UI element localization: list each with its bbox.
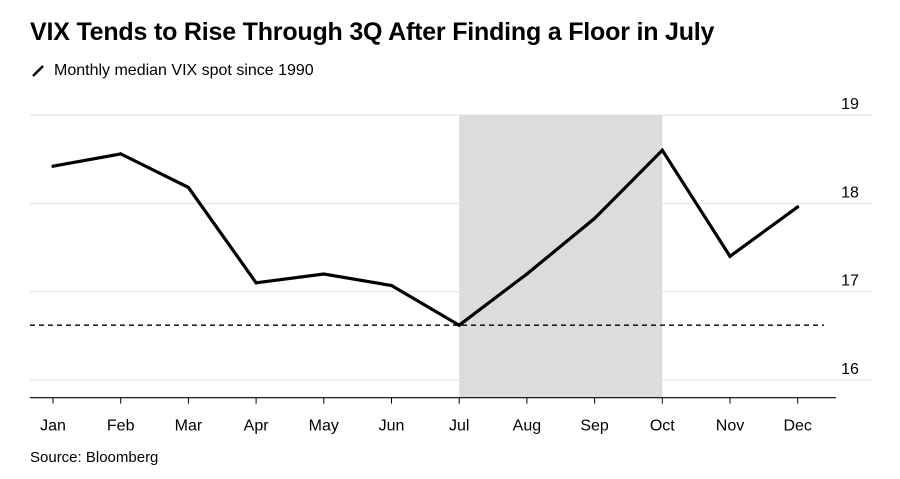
x-tick-label-jan: Jan xyxy=(40,418,66,435)
series-line-0 xyxy=(52,147,799,328)
x-tick-label-oct: Oct xyxy=(650,418,675,435)
data-point-aug xyxy=(525,272,529,276)
y-tick-label-19: 19 xyxy=(841,96,859,113)
x-tick-label-aug: Aug xyxy=(513,418,541,435)
chart-subtitle: Monthly median VIX spot since 1990 xyxy=(30,62,314,80)
gridlines xyxy=(30,114,872,381)
x-tick-label-jun: Jun xyxy=(379,418,405,435)
x-axis-ticks: Jan Feb Mar Apr May Jun Jul Aug Sep Oct Nov Dec xyxy=(40,397,812,435)
x-tick-label-nov: Nov xyxy=(716,418,744,435)
data-point-nov xyxy=(728,254,732,258)
chart-title: VIX Tends to Rise Through 3Q After Findi… xyxy=(30,18,715,46)
data-point-jul xyxy=(457,323,461,327)
source-note: Source: Bloomberg xyxy=(30,449,159,466)
data-point-jan xyxy=(51,164,55,168)
data-point-oct xyxy=(660,148,664,152)
highlight-band xyxy=(459,115,663,398)
highlight-band-layer xyxy=(459,115,663,398)
legend-label: Monthly median VIX spot since 1990 xyxy=(54,62,314,79)
x-tick-label-mar: Mar xyxy=(175,418,203,435)
y-axis-ticks: 16 17 18 19 xyxy=(841,96,859,378)
legend-line-icon xyxy=(32,65,44,77)
data-point-sep xyxy=(593,216,597,220)
data-point-apr xyxy=(254,281,258,285)
data-point-dec xyxy=(796,205,800,209)
data-point-mar xyxy=(186,185,190,190)
x-tick-label-dec: Dec xyxy=(783,418,811,435)
y-tick-label-16: 16 xyxy=(841,361,859,378)
data-point-jun xyxy=(389,283,394,288)
data-point-may xyxy=(322,272,326,276)
x-tick-label-apr: Apr xyxy=(244,418,270,435)
x-tick-label-sep: Sep xyxy=(580,418,609,435)
y-tick-label-17: 17 xyxy=(841,273,859,290)
x-tick-label-jul: Jul xyxy=(449,418,469,435)
data-point-feb xyxy=(119,152,123,156)
x-tick-label-feb: Feb xyxy=(107,418,135,435)
y-tick-label-18: 18 xyxy=(841,184,859,201)
series-layer xyxy=(51,147,800,328)
x-tick-label-may: May xyxy=(309,418,339,435)
